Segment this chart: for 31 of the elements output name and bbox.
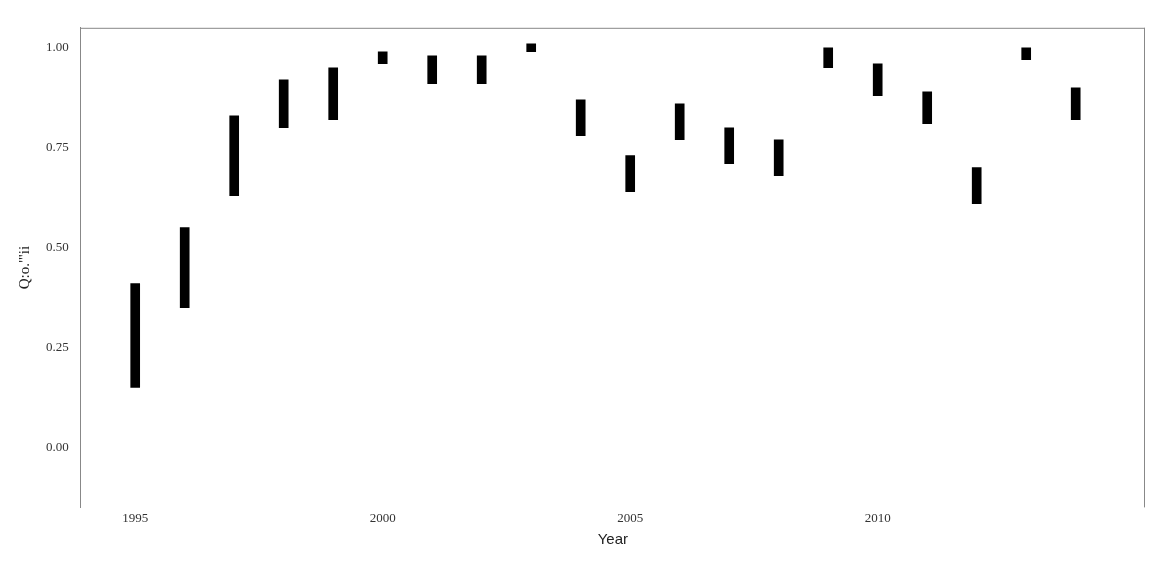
- bar: [674, 103, 685, 141]
- bar: [971, 167, 982, 204]
- bar: [922, 91, 933, 125]
- bar: [278, 79, 289, 129]
- x-tick-label: 2005: [617, 509, 644, 525]
- y-tick-label: 0.25: [46, 338, 69, 354]
- bar: [1070, 87, 1081, 121]
- x-tick-label: 1995: [122, 509, 149, 525]
- y-tick-label: 0.75: [46, 139, 69, 155]
- y-tick-label: 0.50: [46, 239, 69, 255]
- bar: [476, 55, 487, 85]
- bar: [625, 155, 636, 192]
- x-tick-label: 2000: [369, 509, 396, 525]
- y-axis-title: Q:o."'ii: [15, 245, 32, 290]
- bar: [179, 227, 190, 308]
- bar: [229, 115, 240, 196]
- x-axis-title: Year: [597, 530, 629, 548]
- bar: [1021, 47, 1032, 61]
- y-tick-label: 1.00: [46, 39, 69, 55]
- bar: [130, 283, 141, 388]
- y-tick-label: 0.00: [46, 438, 69, 454]
- bar: [575, 99, 586, 137]
- bar: [773, 139, 784, 177]
- bar: [427, 55, 438, 85]
- bar: [328, 67, 339, 121]
- bar: [724, 127, 735, 165]
- bar: [526, 43, 537, 53]
- bar: [872, 63, 883, 97]
- x-tick-label: 2010: [864, 509, 891, 525]
- bar: [823, 47, 834, 69]
- bar: [377, 51, 388, 65]
